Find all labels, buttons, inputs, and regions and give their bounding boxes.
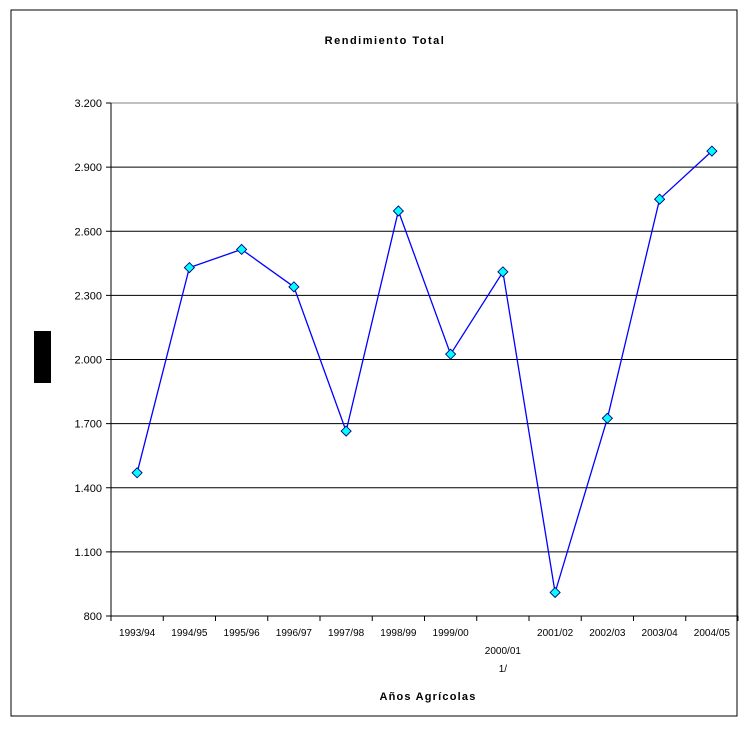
y-tick-label-8: 3.200 — [74, 98, 102, 110]
x-tick-label-0-0: 1993/94 — [119, 628, 156, 639]
chart-frame — [10, 9, 738, 717]
x-axis-label: Años Agrícolas — [379, 691, 476, 703]
y-tick-label-3: 1.700 — [74, 419, 102, 431]
data-point-0-7 — [497, 266, 509, 278]
x-tick-label-11-0: 2004/05 — [694, 628, 731, 639]
x-tick-label-6-0: 1999/00 — [433, 628, 470, 639]
legend-key-block — [34, 331, 51, 383]
chart-title: Rendimiento Total — [325, 35, 446, 47]
data-point-0-2 — [235, 243, 248, 256]
axis-layer: 800 1.100 1.400 1.700 2.000 2.300 2.600 2.900 3.… — [74, 98, 739, 675]
data-point-0-3 — [288, 281, 300, 293]
grid-layer — [111, 102, 738, 553]
x-tick-label-8-0: 2001/02 — [537, 628, 574, 639]
x-tick-label-5-0: 1998/99 — [380, 628, 417, 639]
data-point-0-1 — [183, 261, 196, 274]
data-point-0-0 — [131, 467, 143, 479]
data-point-0-9 — [601, 412, 614, 424]
data-point-0-6 — [444, 348, 457, 360]
x-tick-label-9-0: 2002/03 — [589, 628, 626, 639]
x-tick-label-1-0: 1994/95 — [171, 628, 208, 639]
y-tick-label-1: 1.100 — [74, 547, 102, 559]
y-tick-label-7: 2.900 — [74, 162, 102, 174]
x-tick-label-2-0: 1995/96 — [224, 628, 261, 639]
y-tick-label-2: 1.400 — [74, 483, 102, 495]
series-line-0 — [136, 150, 713, 593]
x-tick-label-10-0: 2003/04 — [642, 628, 679, 639]
x-tick-label-7-1: 2000/01 — [485, 646, 522, 657]
y-tick-label-0: 800 — [84, 611, 102, 623]
x-tick-label-4-0: 1997/98 — [328, 628, 365, 639]
data-point-0-5 — [392, 205, 405, 217]
data-point-0-10 — [653, 193, 666, 205]
series-layer — [131, 145, 718, 599]
x-tick-label-3-0: 1996/97 — [276, 628, 313, 639]
y-tick-label-6: 2.600 — [74, 226, 102, 238]
y-tick-label-4: 2.000 — [74, 355, 102, 367]
data-point-0-11 — [706, 145, 718, 157]
x-tick-label-7-2: 1/ — [499, 664, 508, 675]
data-point-0-4 — [340, 425, 352, 437]
data-point-0-8 — [549, 586, 561, 599]
y-tick-label-5: 2.300 — [74, 290, 102, 302]
